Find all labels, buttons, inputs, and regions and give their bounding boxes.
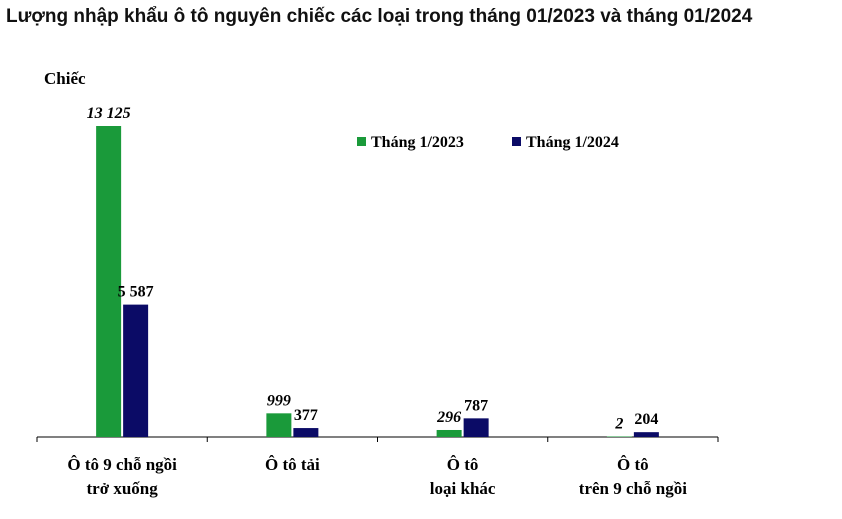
bar	[606, 436, 632, 437]
bar	[96, 126, 122, 437]
data-label: 2	[614, 416, 623, 433]
y-axis-label: Chiếc	[44, 69, 86, 88]
data-label: 13 125	[87, 105, 131, 122]
category-label: Ô tô	[447, 455, 479, 474]
data-label: 377	[294, 407, 318, 424]
category-label: Ô tô 9 chỗ ngồi	[67, 455, 177, 474]
chart-title: Lượng nhập khẩu ô tô nguyên chiếc các lo…	[6, 6, 753, 27]
bar	[633, 432, 659, 437]
category-labels: Ô tô 9 chỗ ngồi trở xuống Ô tô tải Ô tô loại…	[67, 455, 687, 498]
data-label: 204	[634, 411, 658, 428]
data-label: 5 587	[118, 284, 154, 301]
bar	[123, 304, 149, 437]
bar	[293, 428, 319, 437]
legend: Tháng 1/2023 Tháng 1/2024	[357, 134, 619, 151]
bar	[266, 413, 292, 437]
legend-swatch	[357, 137, 366, 146]
data-label: 296	[436, 409, 461, 426]
data-label: 999	[267, 392, 291, 409]
category-label: trở xuống	[86, 479, 158, 498]
bar	[436, 429, 462, 437]
category-label: trên 9 chỗ ngồi	[579, 479, 687, 498]
bar	[463, 418, 489, 437]
bars	[96, 126, 659, 437]
x-axis-ticks	[36, 437, 719, 442]
category-label: Ô tô tải	[265, 455, 320, 474]
legend-swatch	[512, 137, 521, 146]
legend-label: Tháng 1/2023	[371, 134, 464, 151]
category-label: Ô tô	[617, 455, 649, 474]
category-label: loại khác	[430, 479, 496, 498]
legend-label: Tháng 1/2024	[526, 134, 619, 151]
data-label: 787	[464, 397, 488, 414]
